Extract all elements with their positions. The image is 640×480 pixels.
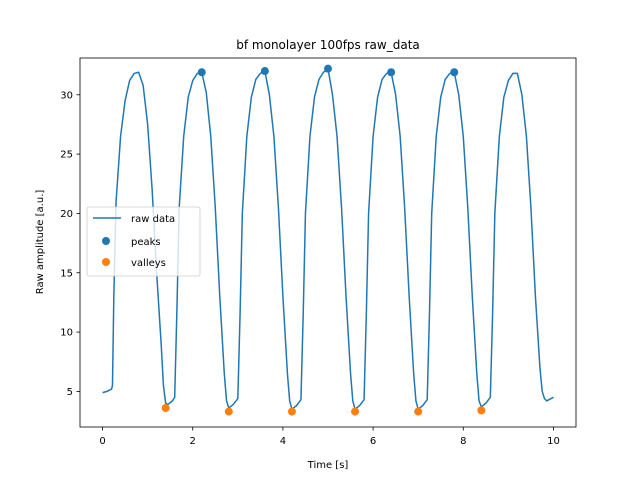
x-tick-label: 10 [547,436,560,447]
x-tick-label: 6 [370,436,376,447]
axes-border [79,57,577,428]
x-ticks: 0 2 4 6 8 10 [99,427,560,447]
x-tick-label: 8 [460,436,466,447]
peak-point [197,68,206,77]
valley-point [224,407,233,416]
y-tick-label: 25 [60,150,73,161]
legend: raw data peaks valleys [86,206,201,277]
x-tick-label: 4 [280,436,286,447]
legend-label-peaks: peaks [131,237,161,248]
legend-label-valleys: valleys [131,258,166,269]
peak-point [387,68,396,77]
chart-title: bf monolayer 100fps raw_data [236,38,420,52]
valley-point [161,404,170,413]
legend-peaks-swatch [102,237,110,245]
legend-valleys-swatch [102,258,110,266]
legend-label-raw-data: raw data [131,214,175,225]
plot-area [102,64,554,416]
valley-point [351,407,360,416]
x-tick-label: 2 [190,436,196,447]
peak-point [450,68,459,77]
peak-point [324,64,332,73]
valley-point [477,406,486,415]
x-tick-label: 0 [99,436,105,447]
y-tick-label: 5 [67,387,73,398]
valley-point [414,407,423,416]
y-axis-label: Raw amplitude [a.u.] [35,190,46,295]
peak-point [260,67,269,76]
y-ticks: 5 10 15 20 25 30 [60,90,80,398]
y-tick-label: 30 [60,90,73,101]
y-tick-label: 10 [60,328,73,339]
x-axis-label: Time [s] [307,460,349,471]
series-line-raw-data [102,67,554,410]
legend-box [86,206,201,277]
valley-point [287,407,296,416]
y-tick-label: 15 [60,268,73,279]
y-tick-label: 20 [60,209,73,220]
